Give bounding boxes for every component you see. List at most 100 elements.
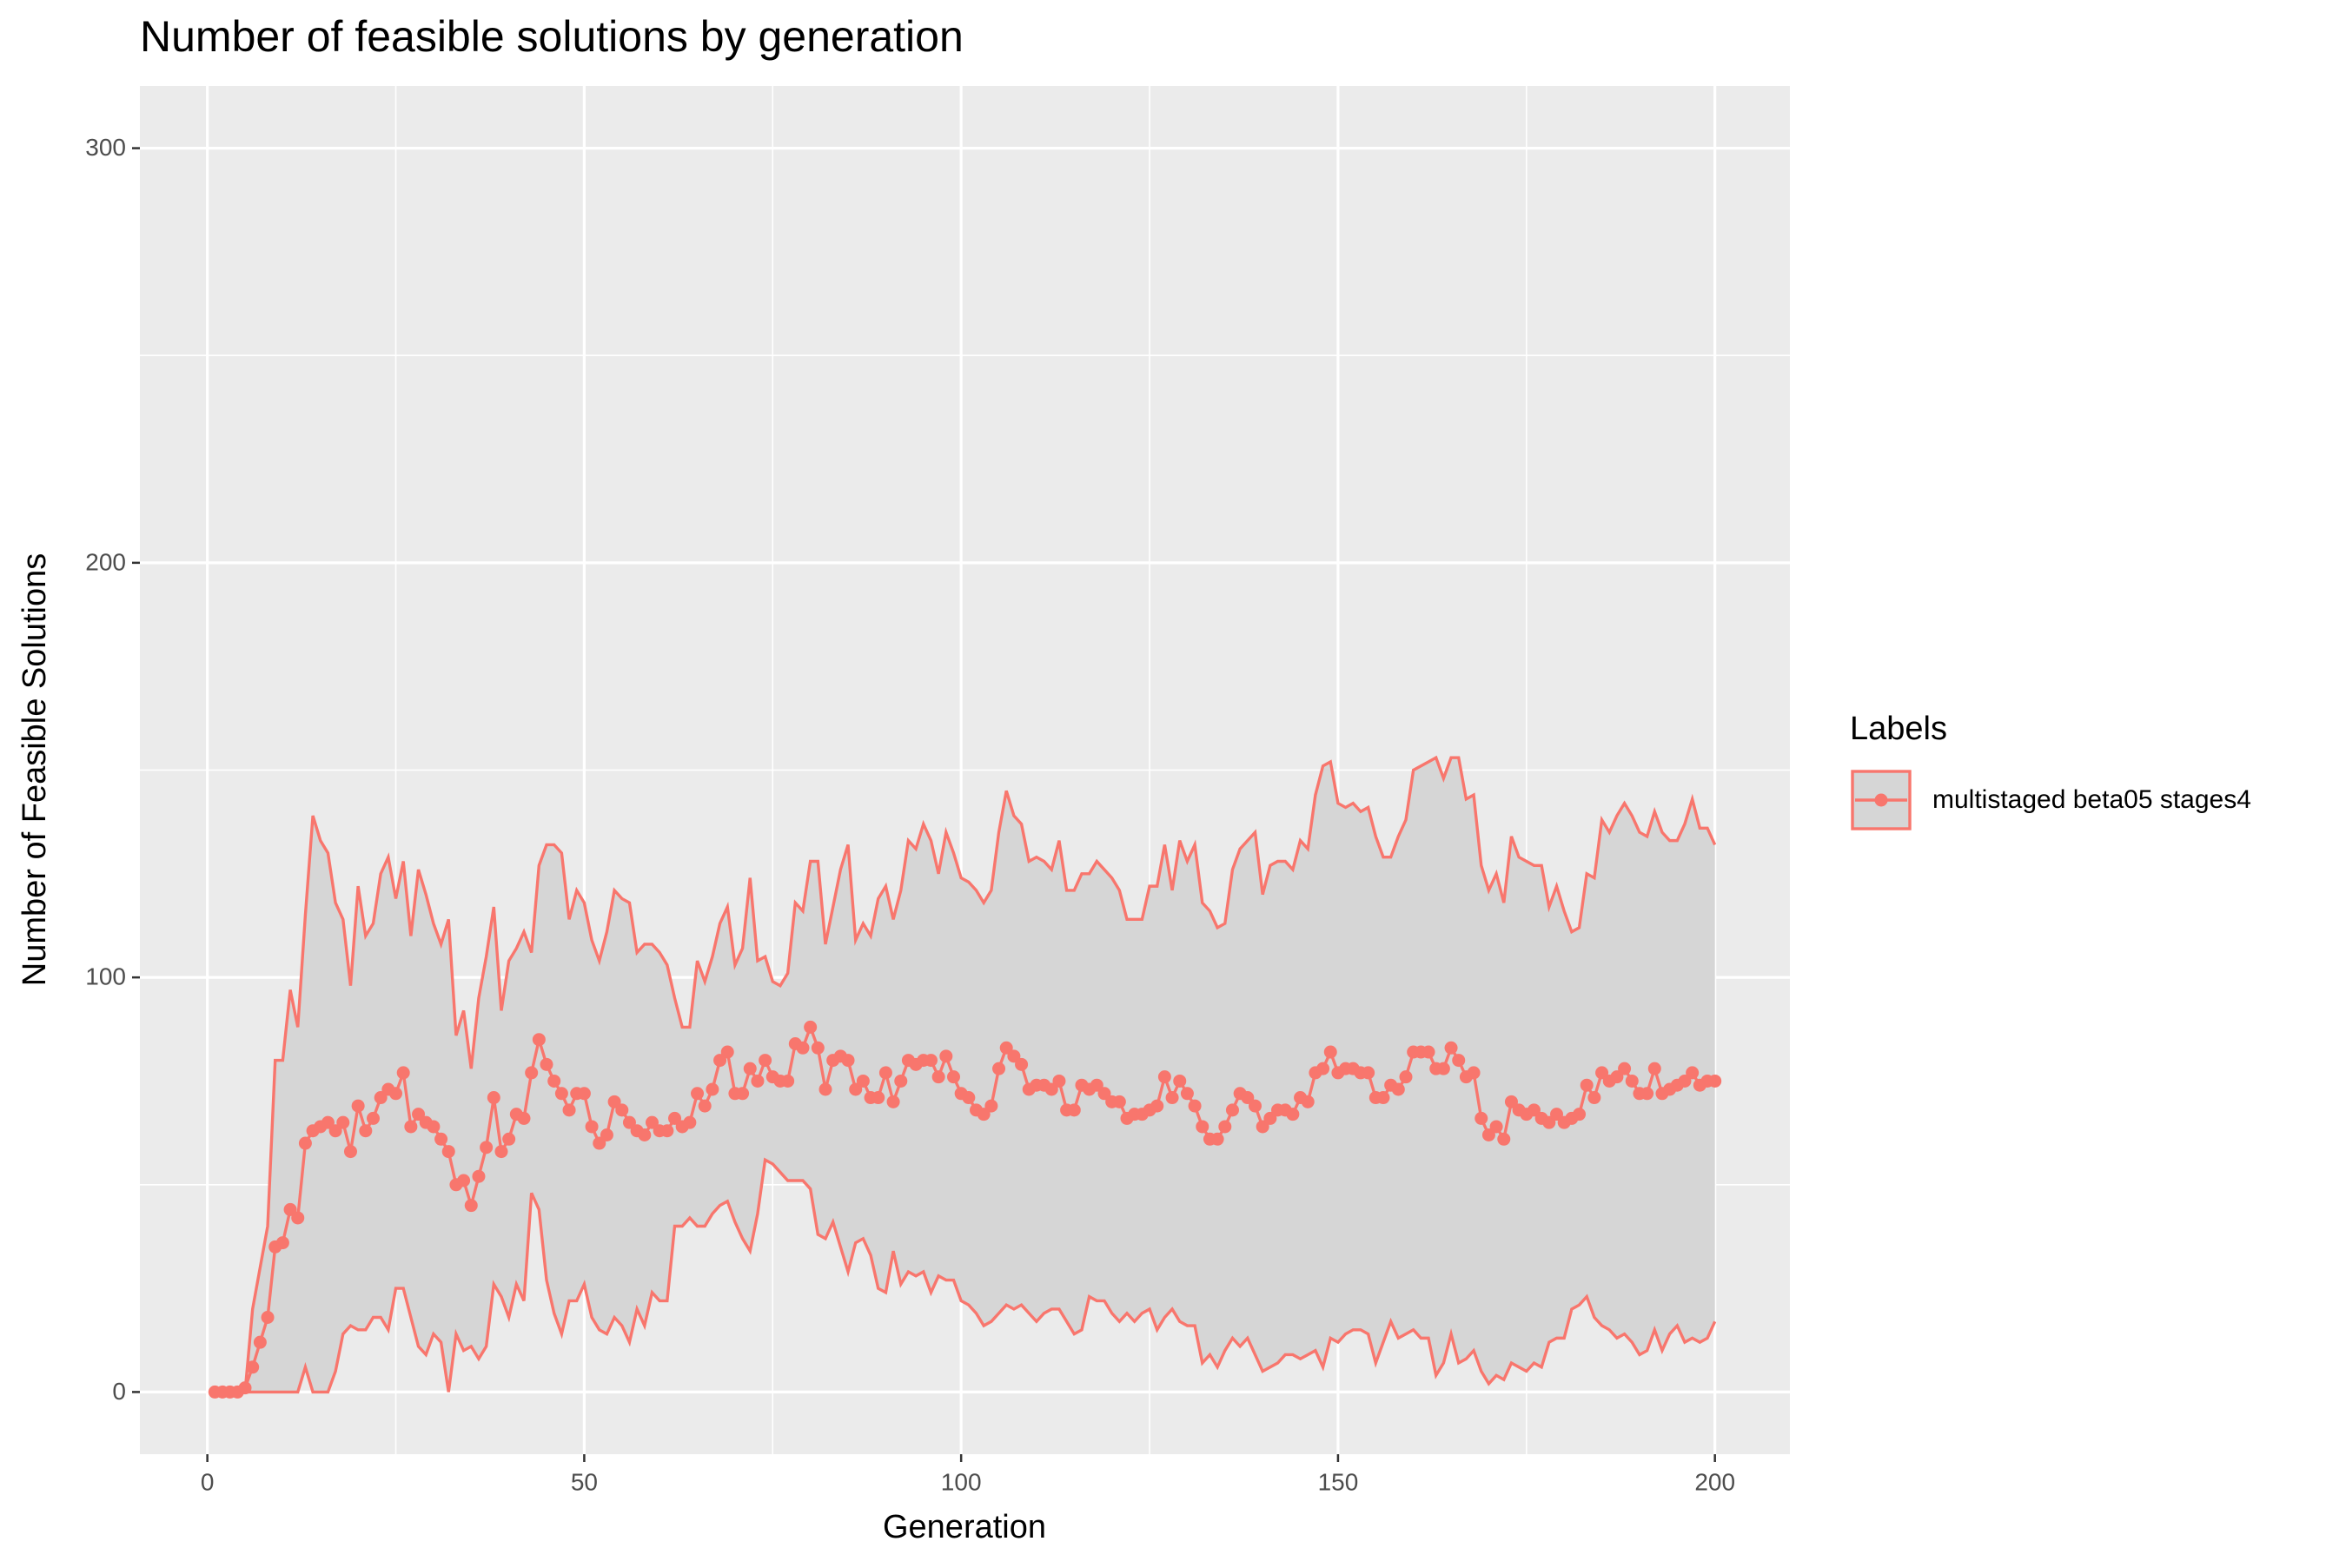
data-point [811, 1041, 825, 1055]
data-point [1647, 1062, 1661, 1075]
data-point [487, 1091, 500, 1105]
data-point [1436, 1062, 1450, 1075]
data-point [1188, 1099, 1202, 1113]
data-point [540, 1057, 553, 1071]
data-point [1587, 1091, 1601, 1105]
data-point [374, 1091, 388, 1105]
ribbon-upper-line [215, 755, 1717, 1394]
data-point [660, 1124, 674, 1138]
data-point [253, 1335, 267, 1349]
data-point [1286, 1108, 1300, 1121]
data-point [525, 1066, 539, 1080]
data-point [283, 1202, 297, 1216]
x-tick-label: 200 [1694, 1468, 1735, 1495]
data-point [1580, 1078, 1594, 1092]
data-point [706, 1082, 719, 1096]
data-point [577, 1087, 591, 1101]
data-point [1044, 1082, 1058, 1096]
legend-key-point [1874, 793, 1888, 807]
data-point [713, 1054, 727, 1068]
data-point [246, 1360, 260, 1374]
data-point [939, 1049, 953, 1063]
data-point [781, 1074, 795, 1088]
data-point [412, 1108, 426, 1121]
data-point [1610, 1070, 1624, 1084]
data-point [404, 1120, 418, 1134]
data-point [396, 1066, 410, 1080]
data-point [532, 1033, 546, 1047]
legend-title: Labels [1850, 711, 1947, 747]
data-point [1376, 1091, 1390, 1105]
ribbon [215, 758, 1715, 1393]
data-point [1180, 1087, 1194, 1101]
data-point [1210, 1132, 1224, 1146]
data-point [1097, 1087, 1111, 1101]
ribbon-lower-line [215, 1157, 1717, 1394]
data-point [275, 1236, 289, 1250]
data-point [480, 1141, 494, 1154]
data-point [638, 1128, 652, 1141]
data-point [1196, 1120, 1209, 1134]
data-point [1467, 1066, 1481, 1080]
data-point [1263, 1111, 1277, 1125]
data-point [554, 1087, 568, 1101]
data-point [1497, 1132, 1511, 1146]
data-point [351, 1099, 365, 1113]
y-tick-label: 300 [85, 134, 126, 161]
data-point [502, 1132, 516, 1146]
data-point [1618, 1062, 1632, 1075]
data-point [878, 1066, 892, 1080]
data-point [517, 1111, 531, 1125]
data-point [1301, 1095, 1315, 1108]
data-point [547, 1074, 561, 1088]
data-point [1452, 1054, 1466, 1068]
data-point [1422, 1045, 1435, 1059]
data-point [1007, 1049, 1021, 1063]
data-point [441, 1145, 455, 1159]
data-point [434, 1132, 448, 1146]
data-point [984, 1099, 998, 1113]
data-point [743, 1062, 757, 1075]
data-point [1542, 1115, 1556, 1129]
data-point [977, 1108, 991, 1121]
data-point [427, 1120, 441, 1134]
data-point [359, 1124, 373, 1138]
data-point [1173, 1074, 1187, 1088]
data-point [261, 1311, 275, 1324]
data-point [818, 1082, 832, 1096]
data-point [924, 1054, 938, 1068]
data-point [1391, 1082, 1405, 1096]
data-point [464, 1199, 478, 1213]
data-point [336, 1115, 350, 1129]
data-point [1550, 1108, 1564, 1121]
data-point [736, 1087, 750, 1101]
data-point [1399, 1070, 1413, 1084]
x-tick-label: 50 [571, 1468, 598, 1495]
data-point [1112, 1095, 1126, 1108]
data-point [804, 1020, 818, 1034]
data-point [1248, 1099, 1262, 1113]
data-point [328, 1124, 342, 1138]
data-point [562, 1103, 576, 1117]
data-point [1625, 1074, 1639, 1088]
data-point [1595, 1066, 1609, 1080]
data-point [668, 1111, 682, 1125]
data-point [585, 1120, 599, 1134]
data-point [1640, 1087, 1654, 1101]
y-axis-title: Number of Feasible Solutions [17, 553, 53, 986]
y-tick-label: 200 [85, 548, 126, 575]
data-point [1067, 1103, 1081, 1117]
data-point [856, 1074, 870, 1088]
data-point [1504, 1095, 1518, 1108]
data-point [1090, 1078, 1103, 1092]
data-point [841, 1054, 855, 1068]
data-point [238, 1381, 252, 1395]
data-point [962, 1091, 976, 1105]
data-point [931, 1070, 945, 1084]
data-point [457, 1174, 471, 1188]
data-point [886, 1095, 900, 1108]
data-point [494, 1145, 508, 1159]
data-point [751, 1074, 765, 1088]
data-point [1489, 1120, 1503, 1134]
